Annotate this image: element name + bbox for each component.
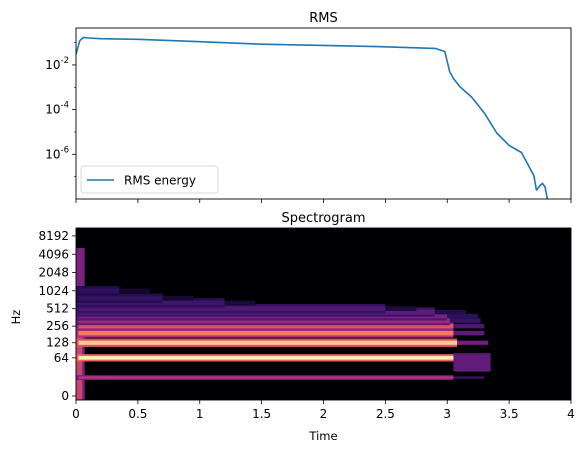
harmonic-band-tail [453, 330, 485, 336]
harmonic-band [78, 330, 454, 336]
harmonic-band-tail [119, 288, 151, 294]
spectrogram-y-tick-label: 0 [61, 389, 69, 403]
rms-title: RMS [309, 11, 338, 26]
harmonic-band [78, 295, 163, 301]
rms-energy-line [76, 36, 549, 199]
spectrogram-y-tick-label: 2048 [38, 266, 69, 280]
spectrogram-heatmap [76, 248, 491, 400]
rms-y-axis: 10-2 10-4 10-6 [45, 42, 76, 177]
spectrogram-y-tick-label: 512 [46, 302, 69, 316]
spectrogram-x-tick-label: 0.5 [128, 407, 147, 421]
harmonic-band-tail [224, 300, 256, 306]
x-axis-label: Time [308, 429, 337, 443]
legend-box [80, 165, 219, 194]
rms-x-axis [75, 199, 572, 203]
spectrogram-x-tick-label: 4 [567, 407, 575, 421]
spectrogram-y-tick-label: 8192 [38, 229, 69, 243]
harmonic-band-tail [162, 295, 194, 301]
harmonic-band [78, 306, 386, 312]
spectrogram-x-tick-label: 3 [443, 407, 451, 421]
spectrogram-y-tick-label: 64 [54, 351, 69, 365]
harmonic-band-tail [447, 313, 479, 319]
spectrogram-x-axis: 0 0.5 1 1.5 2 2.5 3 3.5 4 [72, 400, 575, 421]
harmonic-band-tail [449, 318, 481, 323]
harmonic-band [78, 288, 120, 294]
spectrogram-x-tick-label: 1 [196, 407, 204, 421]
spectrogram-x-tick-label: 0 [72, 407, 80, 421]
spectrogram-y-tick-label: 4096 [38, 247, 69, 261]
harmonic-band [78, 355, 460, 360]
harmonic-band [78, 340, 458, 345]
spectrogram-y-tick-label: 256 [46, 319, 69, 333]
harmonic-band-tail [457, 340, 489, 345]
release-residual [453, 353, 491, 372]
y-axis-label: Hz [9, 310, 23, 325]
spectrogram-panel: Spectrogram 0641282565121024204840968192… [9, 211, 575, 443]
harmonic-band-tail [453, 376, 485, 379]
spectrogram-y-tick-label: 128 [46, 336, 69, 350]
rms-y-tick-label: 10-6 [45, 145, 69, 161]
legend-label: RMS energy [124, 174, 196, 188]
spectrogram-x-tick-label: 2.5 [376, 407, 395, 421]
harmonic-band-tail [434, 309, 466, 315]
spectrogram-x-tick-label: 2 [320, 407, 328, 421]
harmonic-band-tail [453, 323, 485, 329]
spectrogram-x-tick-label: 3.5 [500, 407, 519, 421]
harmonic-band-tail [385, 306, 417, 312]
rms-y-tick-label: 10-2 [45, 56, 69, 72]
harmonic-band [78, 376, 454, 379]
spectrogram-title: Spectrogram [282, 211, 366, 226]
rms-plot-frame [75, 27, 572, 200]
spectrogram-x-tick-label: 1.5 [252, 407, 271, 421]
spectrogram-y-tick-label: 1024 [38, 284, 69, 298]
rms-panel: RMS 10-2 10-4 10-6 RMS energy [45, 11, 572, 203]
rms-y-tick-label: 10-4 [45, 101, 69, 117]
rms-legend: RMS energy [80, 165, 219, 194]
harmonic-band [78, 323, 454, 329]
onset-transient-core [76, 304, 83, 400]
